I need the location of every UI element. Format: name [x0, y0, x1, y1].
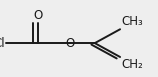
Text: O: O — [65, 37, 74, 50]
Text: O: O — [33, 9, 43, 22]
Text: CH₂: CH₂ — [122, 58, 143, 71]
Text: CH₃: CH₃ — [122, 15, 143, 28]
Text: Cl: Cl — [0, 37, 5, 50]
